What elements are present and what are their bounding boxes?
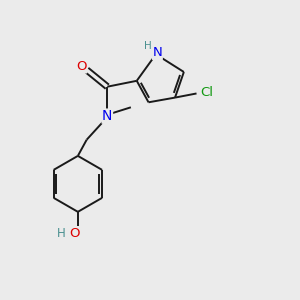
Text: O: O	[76, 60, 87, 73]
Text: O: O	[70, 227, 80, 240]
Text: H: H	[144, 41, 152, 51]
Text: N: N	[152, 46, 162, 59]
Text: N: N	[102, 109, 112, 123]
Text: Cl: Cl	[200, 86, 213, 99]
Text: H: H	[57, 227, 66, 240]
